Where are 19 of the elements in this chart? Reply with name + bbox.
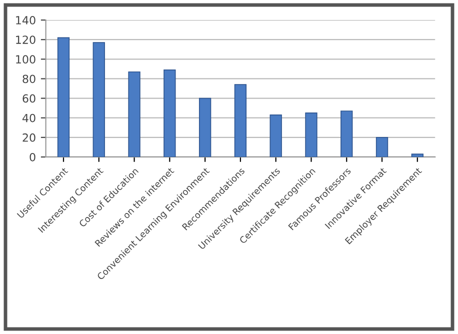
y-tick-label: 80 (22, 74, 36, 84)
y-tick-label: 0 (30, 152, 36, 162)
bar (411, 154, 424, 157)
bar (234, 84, 247, 157)
bar (340, 110, 353, 157)
y-tick-label: 20 (22, 133, 36, 142)
bar (57, 37, 70, 157)
bar (164, 70, 176, 157)
y-tick-label: 60 (22, 94, 36, 103)
bar (305, 112, 318, 157)
bar (270, 114, 282, 157)
y-tick-label: 140 (16, 16, 36, 24)
bar (198, 98, 212, 157)
y-tick-label: 40 (22, 114, 36, 122)
y-tick-label: 100 (16, 55, 36, 64)
bar (376, 136, 388, 157)
y-tick-label: 120 (16, 36, 36, 44)
bar (128, 71, 140, 157)
bar (92, 42, 105, 157)
